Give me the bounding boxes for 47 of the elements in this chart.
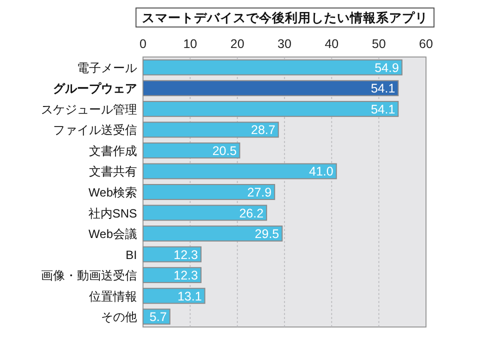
x-tick-label: 20 (230, 37, 244, 51)
y-tick-label: グループウェア (53, 82, 137, 96)
y-tick-label: Web検索 (88, 186, 137, 200)
bar (142, 204, 268, 221)
y-tick-label: ファイル送受信 (53, 123, 137, 138)
y-tick-label: 電子メール (77, 60, 137, 75)
data-label: 54.9 (374, 60, 399, 75)
data-label: 27.9 (247, 186, 272, 200)
bar (142, 80, 399, 96)
data-label: 12.3 (174, 248, 198, 262)
y-tick-label: その他 (101, 310, 137, 324)
data-label: 13.1 (177, 289, 202, 304)
data-label: 29.5 (254, 227, 280, 242)
y-tick-label: 画像・動画送受信 (41, 268, 137, 283)
data-label: 26.2 (239, 206, 264, 220)
bar (142, 142, 240, 158)
bar (142, 184, 276, 200)
x-tick-label: 10 (183, 37, 198, 51)
y-tick-label: 文書作成 (89, 144, 137, 158)
y-tick-label: 社内SNS (88, 206, 137, 220)
x-tick-label: 0 (140, 37, 147, 51)
x-tick-label: 40 (324, 37, 339, 51)
data-label: 54.1 (370, 82, 396, 96)
chart-title: スマートデバイスで今後利用したい情報系アプリ (142, 10, 428, 25)
bar (142, 246, 202, 262)
y-tick-label: 位置情報 (89, 289, 137, 304)
bar (142, 226, 283, 242)
x-tick-label: 60 (419, 37, 433, 51)
bar (142, 163, 337, 180)
data-label: 5.7 (149, 310, 167, 324)
data-label: 54.1 (370, 102, 396, 116)
y-tick-label: スケジュール管理 (41, 102, 137, 116)
data-label: 28.7 (251, 123, 276, 138)
y-tick-label: 文書共有 (89, 164, 137, 179)
x-tick-label: 50 (372, 37, 386, 51)
data-label: 20.5 (212, 144, 237, 158)
x-tick-label: 30 (278, 37, 292, 51)
y-tick-label: Web会議 (88, 227, 137, 242)
bar (142, 100, 399, 117)
title: スマートデバイスで今後利用したい情報系アプリ (136, 8, 434, 28)
bar (142, 59, 402, 76)
data-label: 12.3 (174, 268, 198, 283)
data-label: 41.0 (309, 164, 334, 179)
bar (142, 267, 202, 284)
bar (142, 122, 279, 138)
y-tick-label: BI (126, 248, 137, 262)
bar (142, 288, 206, 304)
